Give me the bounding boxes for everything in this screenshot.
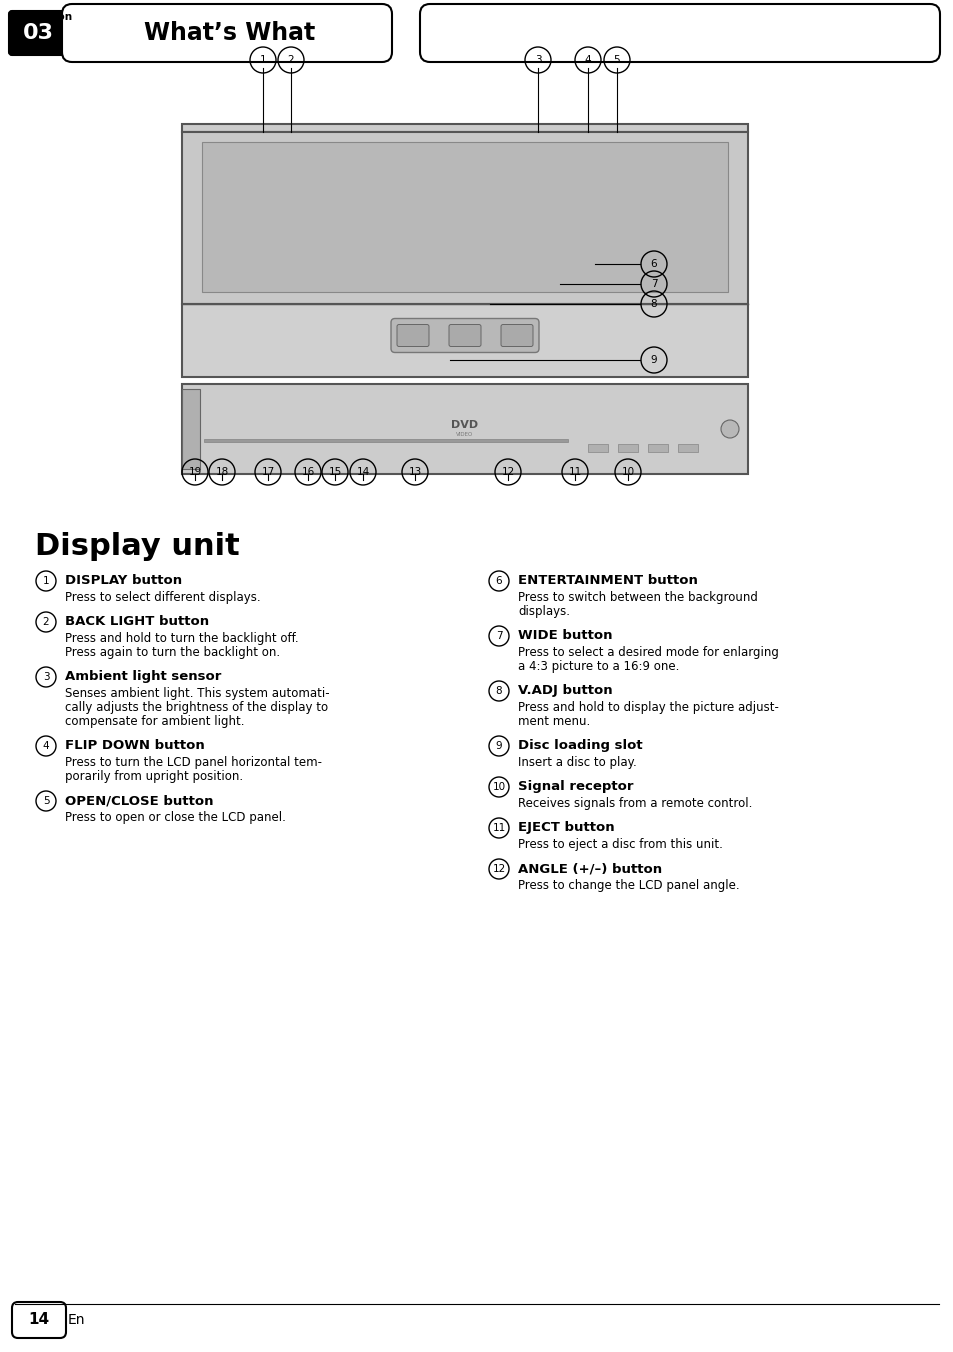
- Text: 5: 5: [43, 796, 50, 806]
- Text: EJECT button: EJECT button: [517, 821, 614, 834]
- Text: 14: 14: [29, 1313, 50, 1328]
- Bar: [678, 443, 698, 452]
- Bar: [182, 304, 747, 377]
- Text: 11: 11: [492, 823, 505, 833]
- Bar: [182, 124, 747, 132]
- Bar: [202, 142, 727, 292]
- Text: DVD: DVD: [451, 420, 478, 430]
- Bar: [647, 443, 667, 452]
- Text: 8: 8: [496, 685, 502, 696]
- FancyBboxPatch shape: [391, 319, 538, 353]
- Bar: [182, 384, 747, 475]
- Text: Press to eject a disc from this unit.: Press to eject a disc from this unit.: [517, 838, 722, 850]
- Text: 2: 2: [43, 617, 50, 627]
- Bar: [618, 443, 638, 452]
- Text: 12: 12: [492, 864, 505, 873]
- Text: ENTERTAINMENT button: ENTERTAINMENT button: [517, 575, 698, 587]
- Bar: [587, 443, 607, 452]
- Text: 2: 2: [288, 55, 294, 65]
- Text: Senses ambient light. This system automati-: Senses ambient light. This system automa…: [65, 687, 330, 700]
- Bar: [182, 389, 200, 469]
- Text: ment menu.: ment menu.: [517, 715, 590, 727]
- Text: Signal receptor: Signal receptor: [517, 780, 633, 794]
- Text: 7: 7: [496, 631, 502, 641]
- Text: En: En: [68, 1313, 86, 1328]
- Bar: [204, 439, 567, 442]
- Text: displays.: displays.: [517, 604, 569, 618]
- FancyBboxPatch shape: [62, 4, 392, 62]
- FancyBboxPatch shape: [500, 324, 533, 346]
- Text: 10: 10: [492, 781, 505, 792]
- Text: 6: 6: [650, 260, 657, 269]
- FancyBboxPatch shape: [449, 324, 480, 346]
- Text: 5: 5: [613, 55, 619, 65]
- Text: 4: 4: [584, 55, 591, 65]
- FancyBboxPatch shape: [396, 324, 429, 346]
- Text: V.ADJ button: V.ADJ button: [517, 684, 612, 698]
- Text: Press to select different displays.: Press to select different displays.: [65, 591, 260, 604]
- Text: Disc loading slot: Disc loading slot: [517, 740, 642, 752]
- Text: compensate for ambient light.: compensate for ambient light.: [65, 715, 244, 727]
- Text: Display unit: Display unit: [35, 531, 239, 561]
- Text: 8: 8: [650, 299, 657, 310]
- Text: 10: 10: [620, 466, 634, 477]
- Text: 18: 18: [215, 466, 229, 477]
- FancyBboxPatch shape: [9, 11, 67, 55]
- Text: 6: 6: [496, 576, 502, 585]
- Circle shape: [720, 420, 739, 438]
- Text: Press to open or close the LCD panel.: Press to open or close the LCD panel.: [65, 811, 286, 823]
- Text: 9: 9: [650, 356, 657, 365]
- Text: OPEN/CLOSE button: OPEN/CLOSE button: [65, 794, 213, 807]
- Text: 13: 13: [408, 466, 421, 477]
- Text: 12: 12: [501, 466, 514, 477]
- FancyBboxPatch shape: [419, 4, 939, 62]
- Bar: [182, 132, 747, 304]
- Text: Ambient light sensor: Ambient light sensor: [65, 671, 221, 683]
- Text: 1: 1: [259, 55, 266, 65]
- Text: Press to switch between the background: Press to switch between the background: [517, 591, 757, 604]
- Text: 16: 16: [301, 466, 314, 477]
- Text: 3: 3: [534, 55, 540, 65]
- Text: a 4:3 picture to a 16:9 one.: a 4:3 picture to a 16:9 one.: [517, 660, 679, 673]
- Text: 11: 11: [568, 466, 581, 477]
- Text: What’s What: What’s What: [144, 22, 315, 45]
- Text: Press to select a desired mode for enlarging: Press to select a desired mode for enlar…: [517, 646, 778, 658]
- Text: 4: 4: [43, 741, 50, 750]
- Text: 19: 19: [188, 466, 201, 477]
- Text: Receives signals from a remote control.: Receives signals from a remote control.: [517, 796, 752, 810]
- Text: BACK LIGHT button: BACK LIGHT button: [65, 615, 209, 627]
- Text: cally adjusts the brightness of the display to: cally adjusts the brightness of the disp…: [65, 700, 328, 714]
- Text: Insert a disc to play.: Insert a disc to play.: [517, 756, 636, 769]
- Text: Press to turn the LCD panel horizontal tem-: Press to turn the LCD panel horizontal t…: [65, 756, 322, 769]
- Text: DISPLAY button: DISPLAY button: [65, 575, 182, 587]
- Text: 15: 15: [328, 466, 341, 477]
- Text: Press to change the LCD panel angle.: Press to change the LCD panel angle.: [517, 879, 739, 892]
- Text: Press again to turn the backlight on.: Press again to turn the backlight on.: [65, 646, 280, 658]
- Text: ANGLE (+/–) button: ANGLE (+/–) button: [517, 863, 661, 875]
- Text: 1: 1: [43, 576, 50, 585]
- Text: 3: 3: [43, 672, 50, 681]
- Text: 9: 9: [496, 741, 502, 750]
- Text: 17: 17: [261, 466, 274, 477]
- Text: 7: 7: [650, 279, 657, 289]
- FancyBboxPatch shape: [12, 1302, 66, 1338]
- Text: VIDEO: VIDEO: [456, 431, 473, 437]
- Text: 14: 14: [356, 466, 369, 477]
- Text: WIDE button: WIDE button: [517, 629, 612, 642]
- Text: Press and hold to display the picture adjust-: Press and hold to display the picture ad…: [517, 700, 778, 714]
- Text: Section: Section: [28, 12, 72, 22]
- Text: porarily from upright position.: porarily from upright position.: [65, 771, 243, 783]
- Text: FLIP DOWN button: FLIP DOWN button: [65, 740, 205, 752]
- Text: Press and hold to turn the backlight off.: Press and hold to turn the backlight off…: [65, 631, 298, 645]
- Text: 03: 03: [23, 23, 53, 43]
